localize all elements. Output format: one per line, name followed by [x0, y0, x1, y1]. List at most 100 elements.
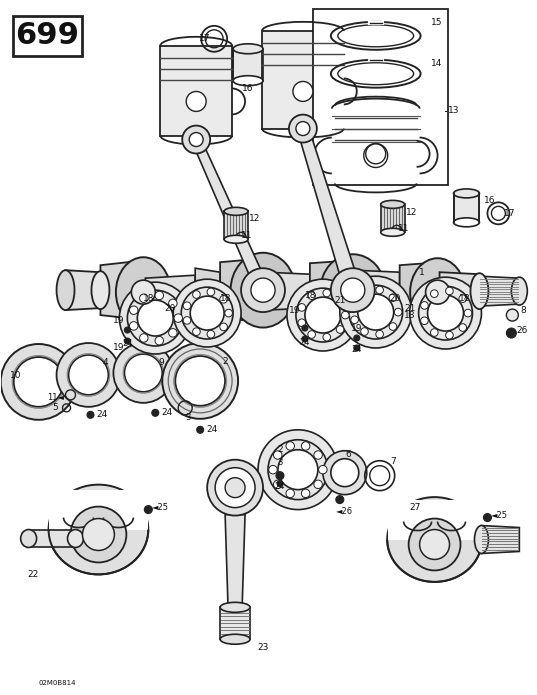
Text: 3: 3 [185, 414, 191, 423]
Text: 18: 18 [404, 311, 416, 320]
Text: 17: 17 [504, 209, 515, 218]
Circle shape [137, 300, 173, 336]
Circle shape [273, 480, 282, 489]
Text: 8: 8 [520, 306, 526, 315]
Circle shape [129, 306, 138, 314]
Circle shape [305, 297, 341, 333]
Polygon shape [224, 211, 248, 239]
Circle shape [298, 319, 306, 327]
Ellipse shape [220, 603, 250, 612]
Polygon shape [265, 272, 310, 310]
Circle shape [251, 278, 275, 302]
Polygon shape [454, 193, 480, 222]
Circle shape [144, 505, 153, 514]
Circle shape [323, 334, 331, 341]
Ellipse shape [116, 257, 171, 327]
Circle shape [125, 327, 130, 333]
Text: 1: 1 [419, 268, 424, 277]
Circle shape [354, 345, 360, 351]
Text: 22: 22 [27, 570, 38, 579]
Circle shape [361, 328, 368, 336]
Circle shape [207, 288, 215, 296]
Circle shape [169, 299, 177, 308]
Text: 19: 19 [289, 306, 301, 315]
Circle shape [129, 322, 138, 330]
Circle shape [336, 326, 344, 334]
Text: 24: 24 [122, 338, 133, 348]
Circle shape [87, 411, 94, 418]
Circle shape [301, 489, 310, 498]
Text: 23: 23 [257, 643, 268, 652]
Circle shape [174, 314, 183, 322]
Polygon shape [388, 500, 482, 539]
Circle shape [241, 268, 285, 312]
Circle shape [351, 316, 359, 324]
Polygon shape [310, 260, 355, 320]
Ellipse shape [48, 484, 148, 574]
Circle shape [389, 322, 397, 330]
Text: 7: 7 [390, 457, 396, 466]
Polygon shape [482, 525, 519, 553]
Circle shape [193, 291, 200, 298]
Circle shape [459, 295, 467, 302]
Polygon shape [190, 137, 272, 294]
Text: 21: 21 [404, 304, 415, 313]
Circle shape [364, 144, 388, 167]
Ellipse shape [387, 497, 482, 582]
Text: 4: 4 [103, 359, 108, 368]
Circle shape [277, 481, 283, 486]
Bar [313, 9, 447, 186]
Circle shape [162, 343, 238, 419]
Text: 24: 24 [207, 425, 218, 434]
Circle shape [446, 287, 453, 295]
Polygon shape [480, 276, 519, 306]
Circle shape [338, 275, 368, 305]
Circle shape [169, 329, 177, 337]
Ellipse shape [381, 229, 405, 236]
Polygon shape [332, 106, 419, 179]
Circle shape [420, 317, 429, 325]
Circle shape [506, 328, 517, 338]
Circle shape [155, 291, 163, 300]
Text: 9: 9 [158, 359, 164, 368]
Circle shape [376, 330, 383, 338]
Text: 24: 24 [97, 410, 108, 419]
Polygon shape [335, 106, 417, 183]
Circle shape [215, 468, 255, 507]
Circle shape [464, 309, 472, 317]
Ellipse shape [511, 277, 527, 305]
Text: 20: 20 [389, 293, 401, 302]
Circle shape [323, 451, 367, 495]
Polygon shape [355, 270, 400, 310]
Text: 16: 16 [242, 84, 254, 93]
Text: 2: 2 [222, 357, 228, 366]
Circle shape [276, 472, 284, 480]
Text: 24: 24 [162, 409, 173, 417]
Text: 11◄: 11◄ [47, 393, 64, 402]
Circle shape [83, 518, 114, 550]
Polygon shape [225, 514, 245, 610]
Text: 2: 2 [277, 445, 283, 455]
Circle shape [69, 355, 108, 395]
Circle shape [419, 530, 449, 559]
Circle shape [225, 477, 245, 498]
Circle shape [189, 133, 203, 147]
Circle shape [119, 282, 191, 354]
Circle shape [342, 311, 349, 319]
Polygon shape [220, 259, 265, 322]
Circle shape [125, 338, 130, 344]
Circle shape [361, 289, 368, 297]
Circle shape [409, 518, 461, 571]
Circle shape [394, 309, 402, 316]
Circle shape [193, 328, 200, 336]
Text: ◄26: ◄26 [336, 507, 353, 516]
Ellipse shape [68, 530, 83, 548]
Circle shape [389, 294, 397, 302]
Text: 21: 21 [334, 295, 345, 304]
Ellipse shape [56, 270, 75, 310]
Text: 3: 3 [277, 458, 282, 467]
Circle shape [140, 334, 148, 342]
Polygon shape [66, 270, 100, 310]
Text: 699: 699 [16, 22, 79, 50]
Circle shape [431, 329, 438, 336]
